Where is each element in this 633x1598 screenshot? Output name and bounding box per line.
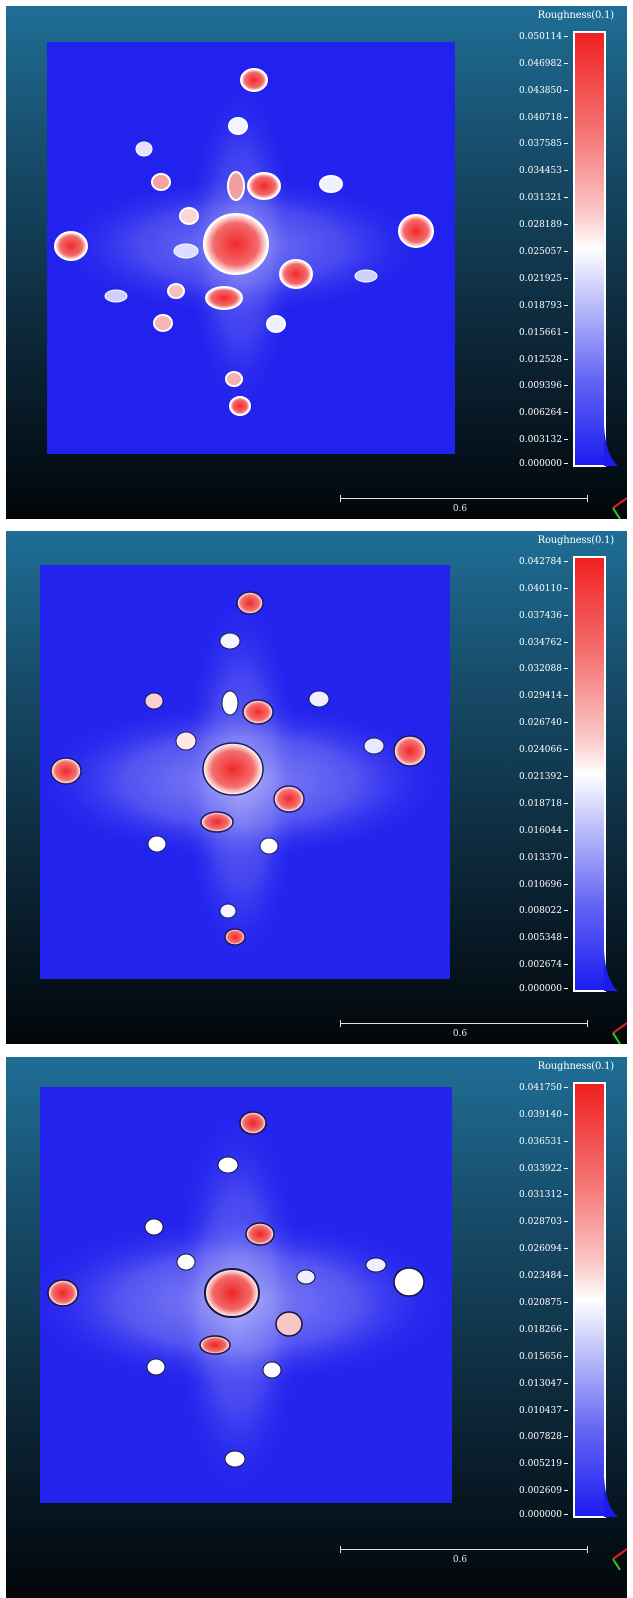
tick-label: 0.024066 xyxy=(496,745,568,755)
tick-label: 0.026094 xyxy=(496,1244,568,1254)
tick-label: 0.043850 xyxy=(496,86,568,96)
tick-label: 0.021925 xyxy=(496,274,568,284)
colorbar xyxy=(573,1082,606,1518)
tick-label: 0.000000 xyxy=(496,984,568,994)
tick-label: 0.020875 xyxy=(496,1298,568,1308)
histogram-sliver xyxy=(604,426,618,466)
roughness-heatmap-3 xyxy=(23,1087,453,1503)
axis-gizmo-icon xyxy=(612,1548,627,1570)
tick-label: 0.036531 xyxy=(496,1137,568,1147)
scale-bar xyxy=(340,495,588,503)
tick-label: 0.016044 xyxy=(496,826,568,836)
tick-label: 0.029414 xyxy=(496,691,568,701)
scale-label: 0.6 xyxy=(452,1555,468,1565)
tick-label: 0.042784 xyxy=(496,557,568,567)
tick-label: 0.012528 xyxy=(496,355,568,365)
tick-label: 0.050114 xyxy=(496,32,568,42)
tick-label: 0.023484 xyxy=(496,1271,568,1281)
scale-label: 0.6 xyxy=(452,504,468,514)
roughness-panel-1: Roughness(0.1) 0.050114 0.046982 0.04385… xyxy=(6,6,627,519)
colorbar-title: Roughness(0.1) xyxy=(537,1061,615,1072)
tick-label: 0.005348 xyxy=(496,933,568,943)
tick-label: 0.010696 xyxy=(496,880,568,890)
tick-label: 0.015656 xyxy=(496,1352,568,1362)
tick-label: 0.018718 xyxy=(496,799,568,809)
tick-label: 0.026740 xyxy=(496,718,568,728)
tick-label: 0.028189 xyxy=(496,220,568,230)
colorbar xyxy=(573,556,606,992)
scale-label: 0.6 xyxy=(452,1029,468,1039)
histogram-sliver xyxy=(604,951,618,991)
tick-label: 0.037585 xyxy=(496,139,568,149)
tick-label: 0.009396 xyxy=(496,381,568,391)
colorbar-title: Roughness(0.1) xyxy=(537,10,615,21)
tick-label: 0.007828 xyxy=(496,1432,568,1442)
tick-label: 0.040110 xyxy=(496,584,568,594)
tick-label: 0.025057 xyxy=(496,247,568,257)
tick-label: 0.003132 xyxy=(496,435,568,445)
tick-label: 0.037436 xyxy=(496,611,568,621)
colorbar-title: Roughness(0.1) xyxy=(537,535,615,546)
roughness-panel-2: Roughness(0.1) 0.042784 0.040110 0.03743… xyxy=(6,531,627,1044)
colorbar xyxy=(573,31,606,467)
roughness-panel-3: Roughness(0.1) 0.041750 0.039140 0.03653… xyxy=(6,1057,627,1598)
roughness-heatmap-1 xyxy=(47,42,455,454)
tick-label: 0.010437 xyxy=(496,1406,568,1416)
tick-label: 0.033922 xyxy=(496,1164,568,1174)
tick-label: 0.040718 xyxy=(496,113,568,123)
axis-gizmo-icon xyxy=(612,1022,627,1044)
tick-label: 0.018266 xyxy=(496,1325,568,1335)
tick-label: 0.031321 xyxy=(496,193,568,203)
tick-label: 0.008022 xyxy=(496,906,568,916)
tick-label: 0.041750 xyxy=(496,1083,568,1093)
tick-label: 0.039140 xyxy=(496,1110,568,1120)
tick-label: 0.005219 xyxy=(496,1459,568,1469)
tick-label: 0.000000 xyxy=(496,1510,568,1520)
tick-label: 0.002674 xyxy=(496,960,568,970)
tick-label: 0.046982 xyxy=(496,59,568,69)
scale-bar xyxy=(340,1546,588,1554)
tick-label: 0.032088 xyxy=(496,664,568,674)
tick-label: 0.002609 xyxy=(496,1486,568,1496)
histogram-sliver xyxy=(604,1477,618,1517)
tick-label: 0.031312 xyxy=(496,1190,568,1200)
tick-label: 0.021392 xyxy=(496,772,568,782)
scale-bar xyxy=(340,1020,588,1028)
tick-label: 0.034762 xyxy=(496,638,568,648)
tick-label: 0.034453 xyxy=(496,166,568,176)
tick-label: 0.006264 xyxy=(496,408,568,418)
axis-gizmo-icon xyxy=(612,497,627,519)
tick-label: 0.013370 xyxy=(496,853,568,863)
tick-label: 0.018793 xyxy=(496,301,568,311)
tick-label: 0.000000 xyxy=(496,459,568,469)
tick-label: 0.015661 xyxy=(496,328,568,338)
tick-label: 0.013047 xyxy=(496,1379,568,1389)
roughness-heatmap-2 xyxy=(31,565,451,979)
tick-label: 0.028703 xyxy=(496,1217,568,1227)
